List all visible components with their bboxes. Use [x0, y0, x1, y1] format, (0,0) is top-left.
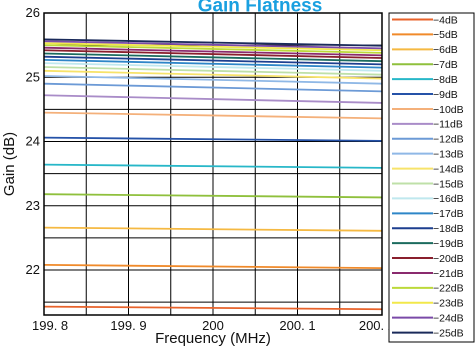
legend-label: −19dB	[433, 238, 464, 250]
legend-label: −10dB	[433, 104, 464, 116]
legend-item: −21dB	[392, 268, 464, 280]
x-tick-label: 200. 1	[279, 318, 315, 333]
legend-label: −20dB	[433, 253, 464, 265]
legend-item: −20dB	[392, 253, 464, 265]
legend-label: −24dB	[433, 312, 464, 324]
legend-label: −17dB	[433, 208, 464, 220]
legend-item: −8dB	[392, 74, 458, 86]
legend-label: −6dB	[433, 44, 458, 56]
legend-label: −12dB	[433, 134, 464, 146]
legend-item: −12dB	[392, 134, 464, 146]
series-line	[44, 263, 382, 269]
series-line	[44, 226, 382, 232]
series-line	[44, 75, 382, 85]
x-tick-label: 199. 8	[32, 318, 68, 333]
series-line	[44, 163, 382, 169]
series-line	[44, 82, 382, 93]
legend-item: −16dB	[392, 193, 464, 205]
y-axis-label: Gain (dB)	[1, 132, 18, 196]
series-line	[44, 42, 382, 52]
legend-label: −13dB	[433, 148, 464, 160]
legend-item: −10dB	[392, 104, 464, 116]
legend-label: −11dB	[433, 119, 463, 131]
series-line	[44, 46, 382, 57]
legend-item: −6dB	[392, 44, 458, 56]
legend-label: −18dB	[433, 223, 464, 235]
legend-label: −25dB	[433, 327, 464, 339]
series-line	[44, 49, 382, 59]
legend-item: −18dB	[392, 223, 464, 235]
series-line	[44, 111, 382, 120]
legend-item: −5dB	[392, 29, 458, 41]
legend-label: −21dB	[433, 268, 464, 280]
x-axis-ticks: 199. 8 199. 9 200 200. 1 200. 2	[32, 318, 395, 333]
legend-item: −19dB	[392, 238, 464, 250]
x-tick-label: 199. 9	[110, 318, 146, 333]
series-line	[44, 59, 382, 69]
series-line	[44, 305, 382, 311]
legend-item: −7dB	[392, 59, 458, 71]
series-lines	[44, 38, 382, 311]
series-line	[44, 44, 382, 54]
series-line	[44, 55, 382, 66]
series-line	[44, 38, 382, 47]
legend: −4dB −5dB −6dB −7dB −8dB −9dB −10dB −11dB −12dB −…	[392, 14, 464, 339]
legend-item: −25dB	[392, 327, 464, 339]
series-line	[44, 94, 382, 104]
plot-frame	[43, 12, 383, 316]
series-line	[44, 52, 382, 63]
legend-label: −14dB	[433, 163, 464, 175]
legend-item: −22dB	[392, 283, 464, 295]
x-tick-label: 200. 2	[359, 318, 395, 333]
legend-item: −24dB	[392, 312, 464, 324]
legend-item: −14dB	[392, 163, 464, 175]
legend-item: −9dB	[392, 89, 458, 101]
x-tick-label: 200	[202, 318, 224, 333]
legend-label: −15dB	[433, 178, 464, 190]
y-tick-label: 23	[26, 198, 40, 213]
y-tick-label: 22	[26, 262, 40, 277]
x-axis-label: Frequency (MHz)	[155, 330, 271, 347]
series-line	[44, 136, 382, 142]
series-line	[44, 66, 382, 76]
legend-label: −5dB	[433, 29, 458, 41]
y-tick-label: 25	[26, 69, 40, 84]
legend-item: −11dB	[392, 119, 463, 131]
legend-label: −7dB	[433, 59, 458, 71]
legend-item: −17dB	[392, 208, 464, 220]
y-tick-label: 24	[26, 134, 40, 149]
series-line	[44, 193, 382, 199]
series-line	[44, 69, 382, 80]
y-axis-ticks: 22 23 24 25 26	[26, 5, 40, 277]
legend-label: −16dB	[433, 193, 464, 205]
legend-item: −23dB	[392, 298, 464, 310]
legend-label: −22dB	[433, 283, 464, 295]
legend-item: −4dB	[392, 14, 458, 26]
legend-item: −15dB	[392, 178, 464, 190]
legend-label: −8dB	[433, 74, 458, 86]
series-line	[44, 40, 382, 50]
legend-label: −4dB	[433, 14, 458, 26]
legend-label: −9dB	[433, 89, 458, 101]
y-tick-label: 26	[26, 5, 40, 20]
legend-label: −23dB	[433, 298, 464, 310]
legend-item: −13dB	[392, 148, 464, 160]
series-line	[44, 62, 382, 72]
